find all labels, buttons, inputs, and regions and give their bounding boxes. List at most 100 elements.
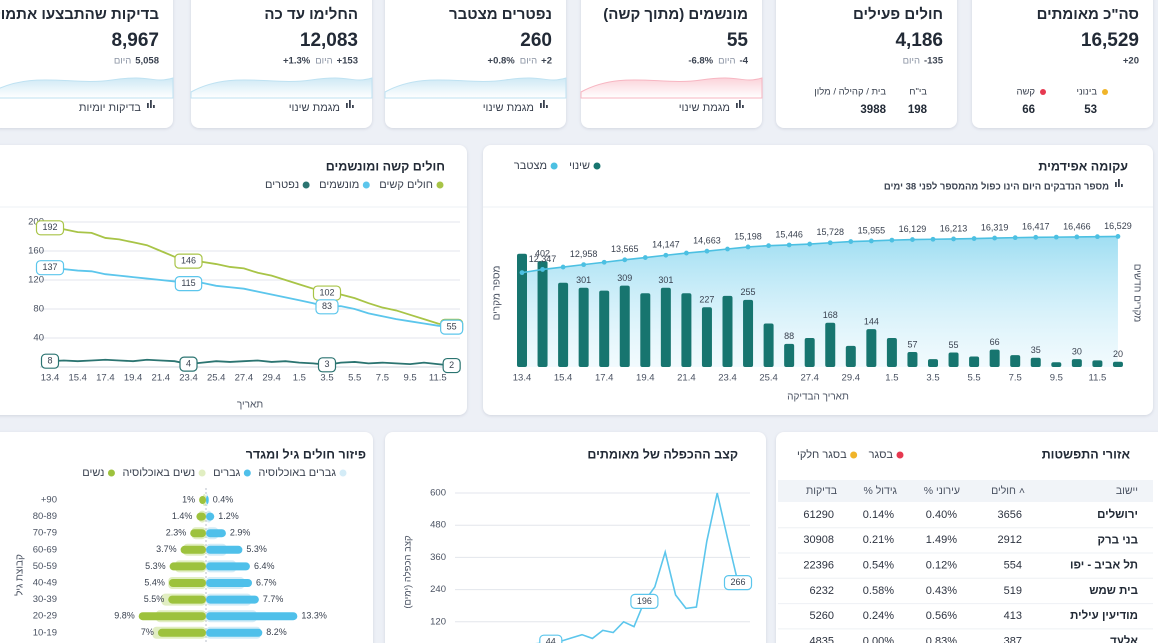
bar-label: 6.7% xyxy=(256,577,277,587)
point xyxy=(1095,234,1100,240)
icon-bar xyxy=(153,105,155,108)
card-today: היום xyxy=(903,56,920,67)
legend-dot xyxy=(198,469,206,477)
point xyxy=(745,244,751,250)
bar-label: 2.9% xyxy=(230,528,251,538)
card-value: 12,083 xyxy=(300,30,358,51)
y-tick-label: 20-29 xyxy=(33,611,57,622)
card-footer: מגמת שינוי xyxy=(483,102,534,114)
legend-label: מצטבר xyxy=(514,160,547,172)
sparkline xyxy=(384,77,567,99)
point xyxy=(581,262,587,268)
bar xyxy=(722,295,733,367)
bar-label: 168 xyxy=(823,310,838,320)
legend-dot xyxy=(436,181,444,189)
bar xyxy=(845,345,856,367)
legend-label: גברים באוכלוסיה xyxy=(258,466,336,479)
data-label: 2 xyxy=(449,360,454,370)
y-tick-label: 120 xyxy=(430,616,446,627)
x-tick-label: 27.4 xyxy=(235,373,254,384)
y2-axis-title: מקרים חדשים xyxy=(1131,264,1142,323)
legend-dot xyxy=(850,451,858,459)
y-tick-label: 80 xyxy=(33,304,44,315)
data-label: 192 xyxy=(42,222,57,232)
point-label: 16,417 xyxy=(1022,222,1050,232)
bar xyxy=(206,512,215,521)
point xyxy=(910,237,915,242)
card-title: סה"כ מאומתים xyxy=(1037,6,1139,23)
data-label: 196 xyxy=(637,596,652,606)
point xyxy=(786,242,792,248)
point xyxy=(1074,234,1080,240)
legend-dot xyxy=(302,181,310,189)
point-label: 12,347 xyxy=(529,254,557,264)
bar xyxy=(969,356,980,367)
x-tick-label: 13.4 xyxy=(41,373,60,384)
point xyxy=(725,246,730,252)
cell: 0.12% xyxy=(926,560,957,572)
city-name: בני ברק xyxy=(1098,534,1139,546)
bar xyxy=(1010,355,1021,367)
label-box xyxy=(179,356,198,372)
legend-dot xyxy=(107,469,115,477)
icon-bar xyxy=(736,103,738,108)
cell: 6232 xyxy=(810,585,834,597)
x-tick-label: 23.4 xyxy=(179,373,198,384)
icon-bar xyxy=(349,100,351,108)
bar xyxy=(1112,361,1123,367)
cell: 0.83% xyxy=(926,635,957,643)
label-box xyxy=(40,353,60,369)
breakdown-value: 198 xyxy=(908,104,928,116)
y-tick-label: 10-19 xyxy=(33,627,57,638)
point xyxy=(766,243,771,249)
point-label: 16,529 xyxy=(1104,221,1132,231)
bar xyxy=(825,322,836,367)
cell: 0.21% xyxy=(863,534,894,546)
card-delta: -4 xyxy=(740,56,749,67)
bar xyxy=(660,287,671,367)
bar xyxy=(517,253,527,367)
label-box xyxy=(539,634,563,643)
data-label: 115 xyxy=(181,278,195,288)
bar-label: 255 xyxy=(741,287,756,297)
x-tick-label: 3.5 xyxy=(320,373,333,384)
bar xyxy=(199,496,206,504)
bar-label: 402 xyxy=(535,249,550,259)
card-percent: +1.3% xyxy=(283,56,311,67)
sparkline xyxy=(190,77,373,99)
card-today: היום xyxy=(718,56,735,67)
x-tick-label: 21.4 xyxy=(677,373,696,384)
line xyxy=(535,492,739,643)
data-label: 266 xyxy=(730,577,745,587)
bar-label: 9.8% xyxy=(114,611,135,621)
y-tick-label: 200 xyxy=(28,217,44,228)
bar xyxy=(701,307,712,367)
bar xyxy=(206,579,253,587)
x-tick-label: 25.4 xyxy=(207,373,226,384)
x-tick-label: 17.4 xyxy=(595,373,614,384)
icon-bar xyxy=(546,105,548,108)
bar-label: 1.2% xyxy=(218,511,239,521)
breakdown-value: 3988 xyxy=(860,104,886,116)
icon-bar xyxy=(1121,184,1123,187)
line xyxy=(49,358,452,367)
legend-dot xyxy=(593,162,601,170)
point-label: 16,213 xyxy=(940,223,968,233)
data-label: 4 xyxy=(186,358,191,368)
icon-bar xyxy=(540,103,542,108)
bar xyxy=(1092,360,1103,367)
point xyxy=(930,236,936,242)
breakdown-label: קשה xyxy=(1016,87,1035,98)
icon-bar xyxy=(346,103,348,108)
y-tick-label: 70-79 xyxy=(33,528,57,539)
point-label: 14,663 xyxy=(693,236,721,246)
column-header: בדיקות xyxy=(806,485,837,497)
bar xyxy=(989,349,1000,367)
label-box xyxy=(35,260,65,276)
breakdown-label: בי"ח xyxy=(909,87,927,98)
bar-label: 3.7% xyxy=(156,544,177,554)
bar xyxy=(599,290,610,367)
point xyxy=(684,250,689,256)
